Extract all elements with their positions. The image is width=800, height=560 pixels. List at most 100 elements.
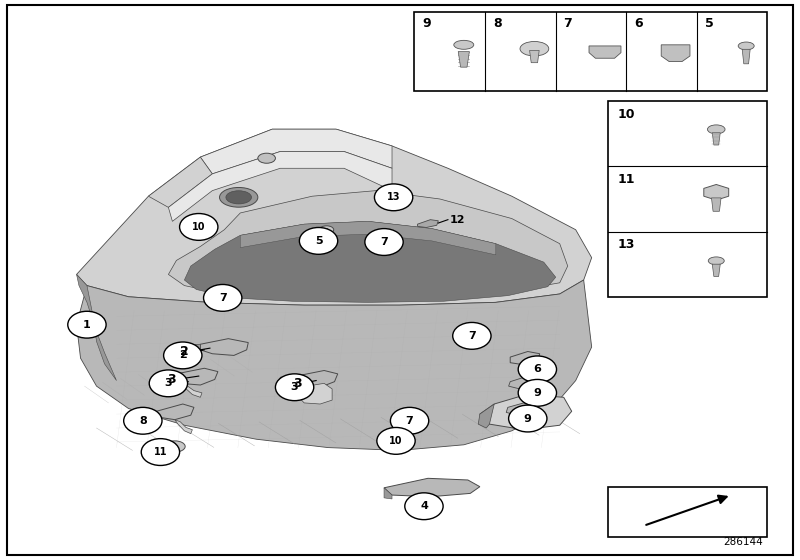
Text: 11: 11 (154, 447, 167, 457)
Text: 3: 3 (167, 373, 175, 386)
Ellipse shape (738, 42, 754, 50)
Polygon shape (510, 352, 540, 365)
Polygon shape (180, 384, 202, 397)
Circle shape (142, 438, 179, 465)
Text: 1: 1 (83, 320, 91, 330)
Polygon shape (384, 488, 392, 499)
Text: 5: 5 (314, 236, 322, 246)
Ellipse shape (454, 40, 474, 49)
Polygon shape (184, 221, 556, 302)
Text: 10: 10 (390, 436, 402, 446)
Text: 6: 6 (634, 17, 642, 30)
Polygon shape (478, 404, 494, 428)
Text: 9: 9 (422, 17, 431, 30)
Polygon shape (240, 221, 496, 255)
Ellipse shape (165, 441, 185, 452)
Text: 11: 11 (618, 173, 634, 186)
Polygon shape (174, 419, 192, 433)
Circle shape (509, 405, 547, 432)
Polygon shape (77, 129, 592, 305)
Polygon shape (480, 394, 572, 430)
Polygon shape (530, 50, 539, 63)
Text: 8: 8 (493, 17, 502, 30)
Circle shape (203, 284, 242, 311)
Circle shape (377, 427, 415, 454)
Ellipse shape (226, 191, 251, 204)
Text: 7: 7 (406, 416, 414, 426)
Text: 10: 10 (192, 222, 206, 232)
Polygon shape (704, 184, 729, 200)
Ellipse shape (219, 188, 258, 207)
Polygon shape (712, 133, 720, 145)
Text: 8: 8 (139, 416, 146, 426)
Text: 7: 7 (563, 17, 572, 30)
Circle shape (365, 228, 403, 255)
Text: 3: 3 (290, 382, 298, 392)
Polygon shape (200, 339, 248, 356)
Polygon shape (169, 190, 568, 300)
Text: 3: 3 (165, 379, 172, 388)
Text: 6: 6 (534, 365, 542, 375)
Circle shape (124, 407, 162, 434)
Polygon shape (169, 152, 392, 221)
Text: 7: 7 (380, 237, 388, 247)
Polygon shape (742, 49, 750, 64)
Text: 2: 2 (180, 345, 189, 358)
Circle shape (299, 227, 338, 254)
Polygon shape (149, 157, 212, 207)
Ellipse shape (520, 41, 549, 56)
Polygon shape (174, 368, 218, 385)
FancyBboxPatch shape (7, 5, 793, 555)
Text: 7: 7 (468, 331, 476, 341)
Polygon shape (712, 264, 720, 277)
Text: 13: 13 (387, 192, 400, 202)
Bar (608, 101, 767, 297)
Ellipse shape (258, 153, 275, 164)
Polygon shape (589, 46, 621, 58)
Circle shape (518, 380, 557, 406)
Polygon shape (662, 45, 690, 62)
Polygon shape (711, 198, 721, 211)
Bar (608, 487, 767, 537)
Circle shape (150, 370, 187, 396)
Polygon shape (384, 478, 480, 497)
Text: 3: 3 (293, 377, 302, 390)
Ellipse shape (708, 257, 724, 265)
Ellipse shape (707, 125, 725, 134)
Polygon shape (146, 411, 157, 419)
Text: 286144: 286144 (724, 537, 763, 547)
Polygon shape (180, 344, 200, 353)
Text: 9: 9 (534, 388, 542, 398)
Ellipse shape (319, 226, 334, 234)
Polygon shape (200, 129, 392, 174)
Circle shape (518, 356, 557, 383)
Polygon shape (77, 274, 117, 381)
Polygon shape (294, 371, 338, 388)
Text: 4: 4 (420, 501, 428, 511)
Text: 10: 10 (618, 108, 634, 121)
Polygon shape (157, 404, 194, 419)
Text: 5: 5 (705, 17, 714, 30)
Circle shape (68, 311, 106, 338)
Text: 9: 9 (524, 413, 532, 423)
Circle shape (405, 493, 443, 520)
Circle shape (390, 407, 429, 434)
Circle shape (275, 374, 314, 400)
Polygon shape (458, 52, 470, 67)
Circle shape (374, 184, 413, 211)
Polygon shape (509, 376, 538, 389)
Text: 7: 7 (219, 293, 226, 303)
Polygon shape (418, 220, 438, 227)
Circle shape (453, 323, 491, 349)
Bar (414, 12, 767, 91)
Circle shape (179, 213, 218, 240)
Circle shape (164, 342, 202, 369)
Polygon shape (298, 384, 332, 404)
Polygon shape (161, 374, 176, 381)
Polygon shape (77, 280, 592, 450)
Polygon shape (506, 403, 534, 415)
Polygon shape (280, 376, 296, 383)
Text: 2: 2 (179, 351, 186, 361)
Polygon shape (397, 197, 411, 207)
Text: 12: 12 (450, 214, 465, 225)
